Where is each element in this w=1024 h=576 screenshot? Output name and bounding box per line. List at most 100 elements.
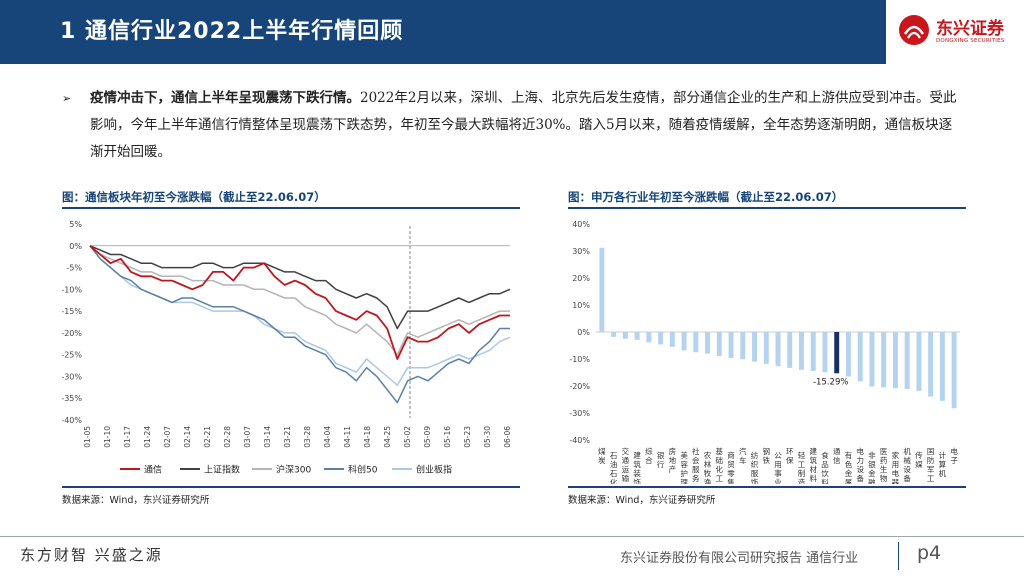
bar bbox=[881, 332, 887, 388]
category-label-char: 美 bbox=[680, 450, 688, 460]
bar-chart: 40%30%20%10%0%-10%-20%-30%-40%煤炭石油石化交通运输… bbox=[569, 220, 960, 484]
category-label-char: 行 bbox=[657, 459, 665, 469]
category-label-char: 料 bbox=[821, 477, 829, 484]
right-chart-title: 图：申万各行业年初至今涨跌幅（截止至22.06.07） bbox=[568, 190, 844, 204]
bar bbox=[622, 332, 628, 339]
left-chart-top-rule bbox=[62, 207, 520, 209]
category-label-char: 工 bbox=[798, 460, 806, 469]
bar bbox=[599, 247, 605, 332]
category-label-char: 社 bbox=[692, 446, 700, 456]
category-label-char: 产 bbox=[669, 464, 677, 474]
category-label-char: 信 bbox=[833, 455, 841, 465]
bar bbox=[810, 332, 816, 371]
category-label-char: 交 bbox=[622, 446, 630, 456]
legend-label: 沪深300 bbox=[276, 464, 311, 476]
category-label-char: 贸 bbox=[727, 459, 735, 469]
legend-label: 通信 bbox=[144, 464, 162, 476]
category-label-char: 建 bbox=[809, 446, 817, 456]
category-label-char: 煤 bbox=[598, 446, 606, 456]
y-tick-label: -35% bbox=[62, 394, 82, 403]
category-label-char: 业 bbox=[774, 477, 782, 484]
x-tick-label: 06-06 bbox=[503, 426, 512, 448]
category-label-char: 银 bbox=[868, 460, 876, 469]
category-label-char: 容 bbox=[680, 459, 688, 469]
category-label-char: 炭 bbox=[598, 456, 606, 465]
bar bbox=[857, 332, 863, 382]
footer-divider bbox=[0, 536, 1024, 537]
category-label-char: 合 bbox=[645, 455, 653, 465]
category-label-char: 通 bbox=[622, 455, 630, 465]
y-tick-label: -10% bbox=[62, 285, 82, 294]
bar bbox=[752, 332, 757, 362]
x-tick-label: 02-14 bbox=[183, 426, 192, 448]
y-tick-label: 40% bbox=[572, 220, 590, 229]
x-tick-label: 05-09 bbox=[423, 426, 432, 448]
page-title: 1 通信行业2022上半年行情回顾 bbox=[60, 19, 404, 44]
category-label-char: 家 bbox=[892, 450, 900, 460]
category-label-char: 饰 bbox=[633, 477, 641, 484]
category-label-char: 药 bbox=[880, 455, 888, 465]
x-tick-label: 01-24 bbox=[143, 426, 152, 448]
x-tick-label: 01-10 bbox=[103, 426, 112, 448]
category-label-char: 饰 bbox=[751, 477, 759, 484]
left-chart-bottom-rule bbox=[62, 486, 520, 488]
category-label-char: 护 bbox=[680, 468, 688, 478]
bar bbox=[669, 332, 675, 347]
category-label-char: 钢 bbox=[763, 446, 771, 456]
category-label-char: 会 bbox=[692, 455, 700, 465]
summary-text: 疫情冲击下，通信上半年呈现震荡下跌行情。2022年2月以来，深圳、上海、北京先后… bbox=[90, 85, 962, 166]
category-label-char: 非 bbox=[868, 450, 876, 460]
summary-paragraph: ➢ 疫情冲击下，通信上半年呈现震荡下跌行情。2022年2月以来，深圳、上海、北京… bbox=[62, 85, 962, 166]
y-tick-label: 5% bbox=[69, 220, 82, 229]
category-label-char: 铁 bbox=[763, 455, 771, 465]
logo-subtext: DONGXING SECURITIES bbox=[936, 38, 1005, 44]
y-tick-label: -10% bbox=[569, 355, 590, 364]
x-tick-label: 03-14 bbox=[263, 426, 272, 448]
y-tick-label: -40% bbox=[62, 416, 82, 425]
bar bbox=[916, 332, 922, 391]
x-tick-label: 04-04 bbox=[323, 426, 332, 448]
logo-text: 东兴证券 bbox=[936, 19, 1004, 39]
y-tick-label: -30% bbox=[569, 409, 590, 418]
category-label-char: 器 bbox=[892, 478, 900, 484]
category-label-char: 纺 bbox=[751, 450, 759, 460]
category-label-char: 运 bbox=[622, 465, 630, 474]
category-label-char: 油 bbox=[610, 459, 618, 469]
category-label-char: 环 bbox=[786, 447, 794, 456]
y-tick-label: 0% bbox=[577, 328, 590, 337]
series-line bbox=[89, 245, 510, 404]
category-label-char: 筑 bbox=[809, 455, 817, 465]
bar bbox=[716, 332, 722, 357]
category-label-char: 色 bbox=[845, 459, 853, 469]
bar bbox=[904, 332, 910, 389]
category-label-char: 石 bbox=[610, 451, 618, 460]
category-label-char: 工 bbox=[716, 474, 724, 483]
legend-label: 科创50 bbox=[348, 464, 378, 476]
x-tick-label: 01-17 bbox=[123, 426, 132, 448]
bar bbox=[845, 332, 851, 377]
logo-mark-icon bbox=[899, 15, 929, 45]
x-tick-label: 01-05 bbox=[83, 426, 92, 448]
category-label-char: 设 bbox=[903, 464, 911, 474]
category-label-char: 服 bbox=[692, 465, 700, 474]
x-tick-label: 02-07 bbox=[163, 426, 172, 448]
category-label-char: 计 bbox=[939, 450, 947, 460]
category-label-char: 事 bbox=[774, 468, 782, 478]
y-tick-label: -20% bbox=[62, 329, 82, 338]
line-chart: 5% 0% -5% -10% -15% -20% -25% -30% -35% -40%01-05… bbox=[62, 220, 512, 476]
bar bbox=[658, 332, 664, 345]
category-label-char: 工 bbox=[927, 474, 935, 483]
bar bbox=[634, 332, 640, 340]
right-chart-source: 数据来源：Wind，东兴证券研究所 bbox=[568, 495, 716, 506]
category-label-char: 公 bbox=[774, 451, 782, 460]
x-tick-label: 03-21 bbox=[283, 426, 292, 448]
brand-logo: 东兴证券 DONGXING SECURITIES bbox=[886, 0, 1024, 64]
category-label-char: 用 bbox=[892, 460, 900, 469]
category-label-char: 建 bbox=[633, 450, 641, 460]
category-label-char: 房 bbox=[669, 446, 677, 456]
category-label-char: 设 bbox=[856, 464, 864, 474]
x-tick-label: 03-28 bbox=[303, 426, 312, 448]
category-label-char: 融 bbox=[868, 477, 876, 484]
category-label-char: 国 bbox=[927, 447, 935, 456]
series-line bbox=[89, 245, 511, 330]
